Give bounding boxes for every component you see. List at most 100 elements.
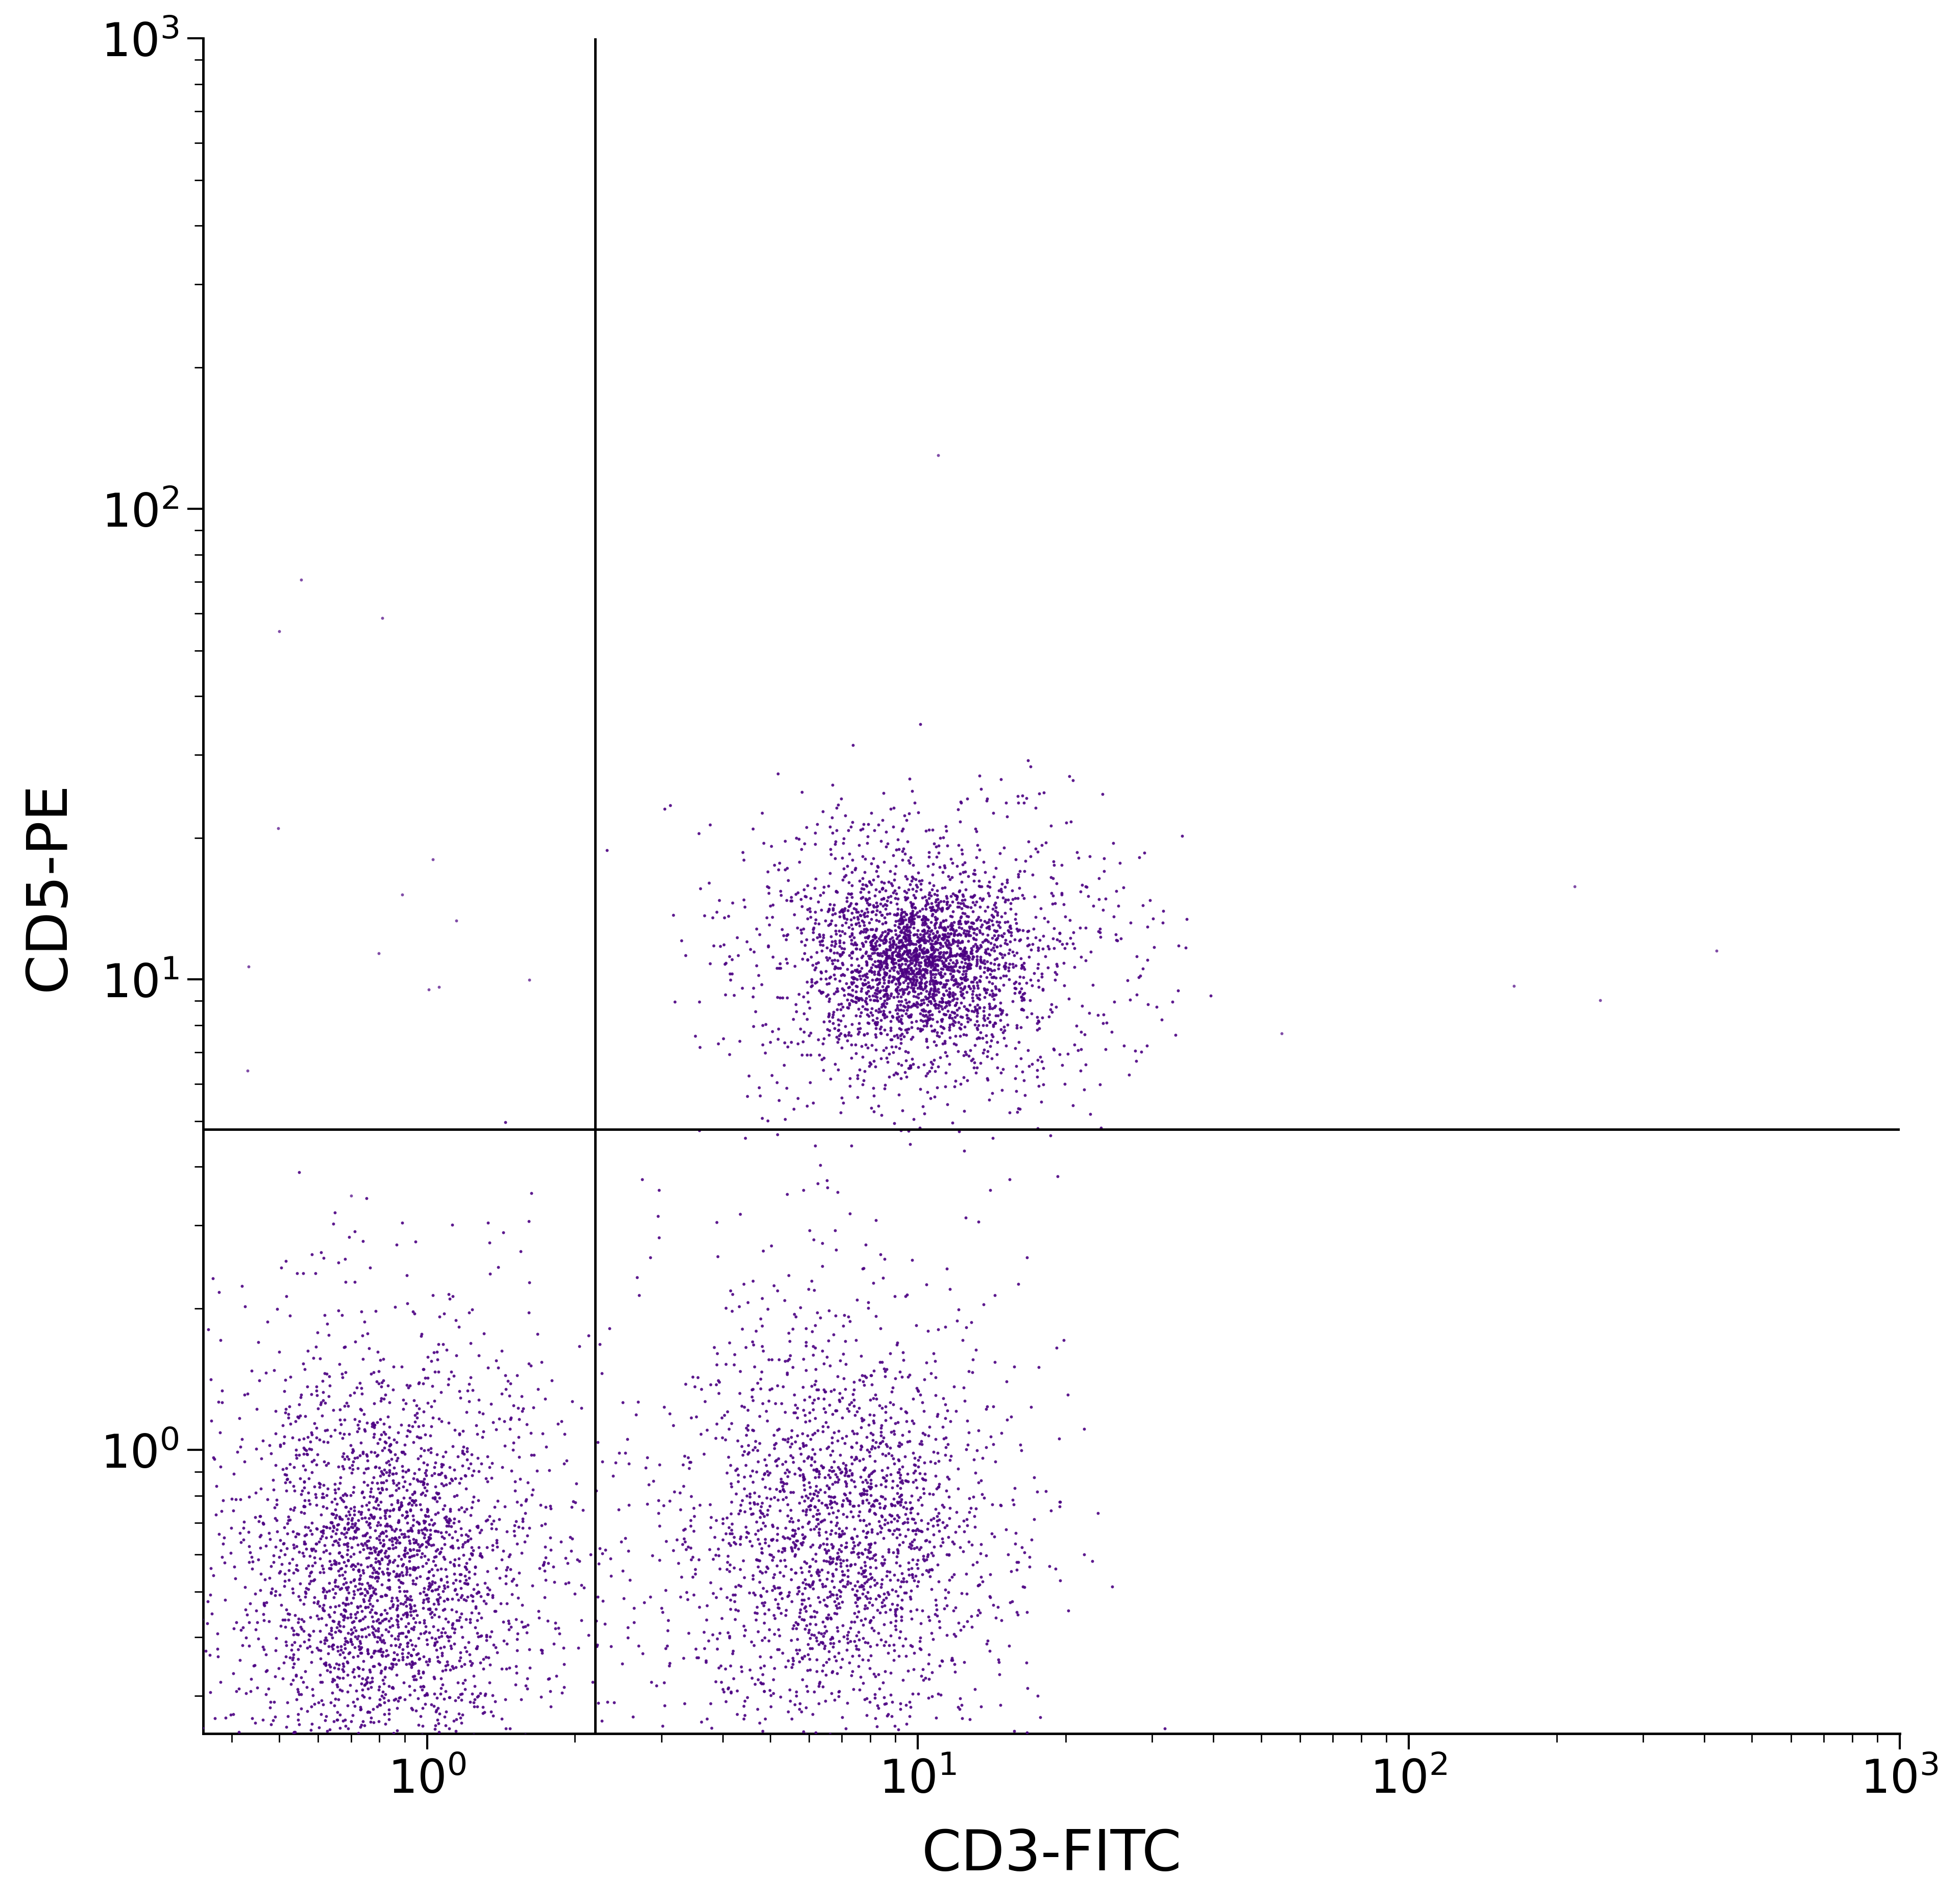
Point [898,908,929,938]
Point [868,1264,900,1294]
Point [843,1675,874,1705]
Point [1023,1012,1054,1043]
Point [907,938,939,969]
Point [294,1751,325,1781]
Point [759,1570,790,1600]
Point [288,1526,319,1557]
Point [398,1732,429,1762]
Point [900,1507,931,1538]
Point [864,925,896,955]
Point [917,1437,949,1467]
Point [269,1604,300,1635]
Point [323,1349,355,1380]
Point [759,1654,790,1684]
Point [837,938,868,969]
Point [911,984,943,1014]
Point [702,1338,733,1368]
Point [800,873,831,904]
Point [1107,872,1139,902]
Point [1096,1572,1127,1602]
Point [314,1602,345,1633]
Point [874,997,906,1028]
Point [982,1052,1013,1083]
Point [425,1673,457,1703]
Point [931,921,962,952]
Point [860,986,892,1016]
Point [470,1463,502,1494]
Point [564,1330,596,1361]
Point [427,1576,459,1606]
Point [894,1701,925,1732]
Point [459,1553,490,1583]
Point [884,1490,915,1520]
Point [1098,902,1129,932]
Point [339,1579,370,1610]
Point [962,997,994,1028]
Point [866,1100,898,1130]
Point [778,1397,809,1427]
Point [949,1505,980,1536]
Point [292,1551,323,1581]
Point [878,931,909,961]
Point [739,1433,770,1463]
Point [706,1602,737,1633]
Point [255,1551,286,1581]
Point [386,1589,417,1619]
Point [970,978,1002,1009]
Point [813,1020,845,1050]
Point [923,997,955,1028]
Point [792,1638,823,1669]
Point [443,1646,474,1677]
Point [472,1579,504,1610]
Point [829,902,860,932]
Point [1005,993,1037,1024]
Point [304,1526,335,1557]
Point [841,1621,872,1652]
Point [455,1524,486,1555]
Point [1043,1161,1074,1191]
Point [864,965,896,995]
Point [964,965,996,995]
Point [427,1442,459,1473]
Point [386,1208,417,1239]
Point [408,1711,439,1741]
Point [382,1541,414,1572]
Point [764,1599,796,1629]
Point [933,976,964,1007]
Point [990,898,1021,929]
Point [800,1602,831,1633]
Point [802,1456,833,1486]
Point [827,1644,858,1675]
Point [829,896,860,927]
Point [978,1391,1009,1422]
Point [588,1585,619,1616]
Point [1088,999,1119,1030]
Point [815,1810,847,1840]
Point [788,1522,819,1553]
Point [782,824,813,854]
Point [890,1465,921,1496]
Point [911,1269,943,1300]
Point [192,1608,223,1638]
Point [798,1340,829,1370]
Point [919,972,951,1003]
Point [747,1717,778,1747]
Point [972,908,1004,938]
Point [480,1414,512,1444]
Point [1054,807,1086,837]
Point [815,921,847,952]
Point [1170,904,1201,934]
Point [947,1003,978,1033]
Point [323,1616,355,1646]
Point [270,1475,302,1505]
Point [753,1614,784,1644]
Point [898,908,929,938]
Point [367,1581,398,1612]
Point [913,1479,945,1509]
Point [353,1469,384,1500]
Point [860,952,892,982]
Point [943,887,974,917]
Point [909,946,941,976]
Point [829,1458,860,1488]
Point [435,1532,466,1562]
